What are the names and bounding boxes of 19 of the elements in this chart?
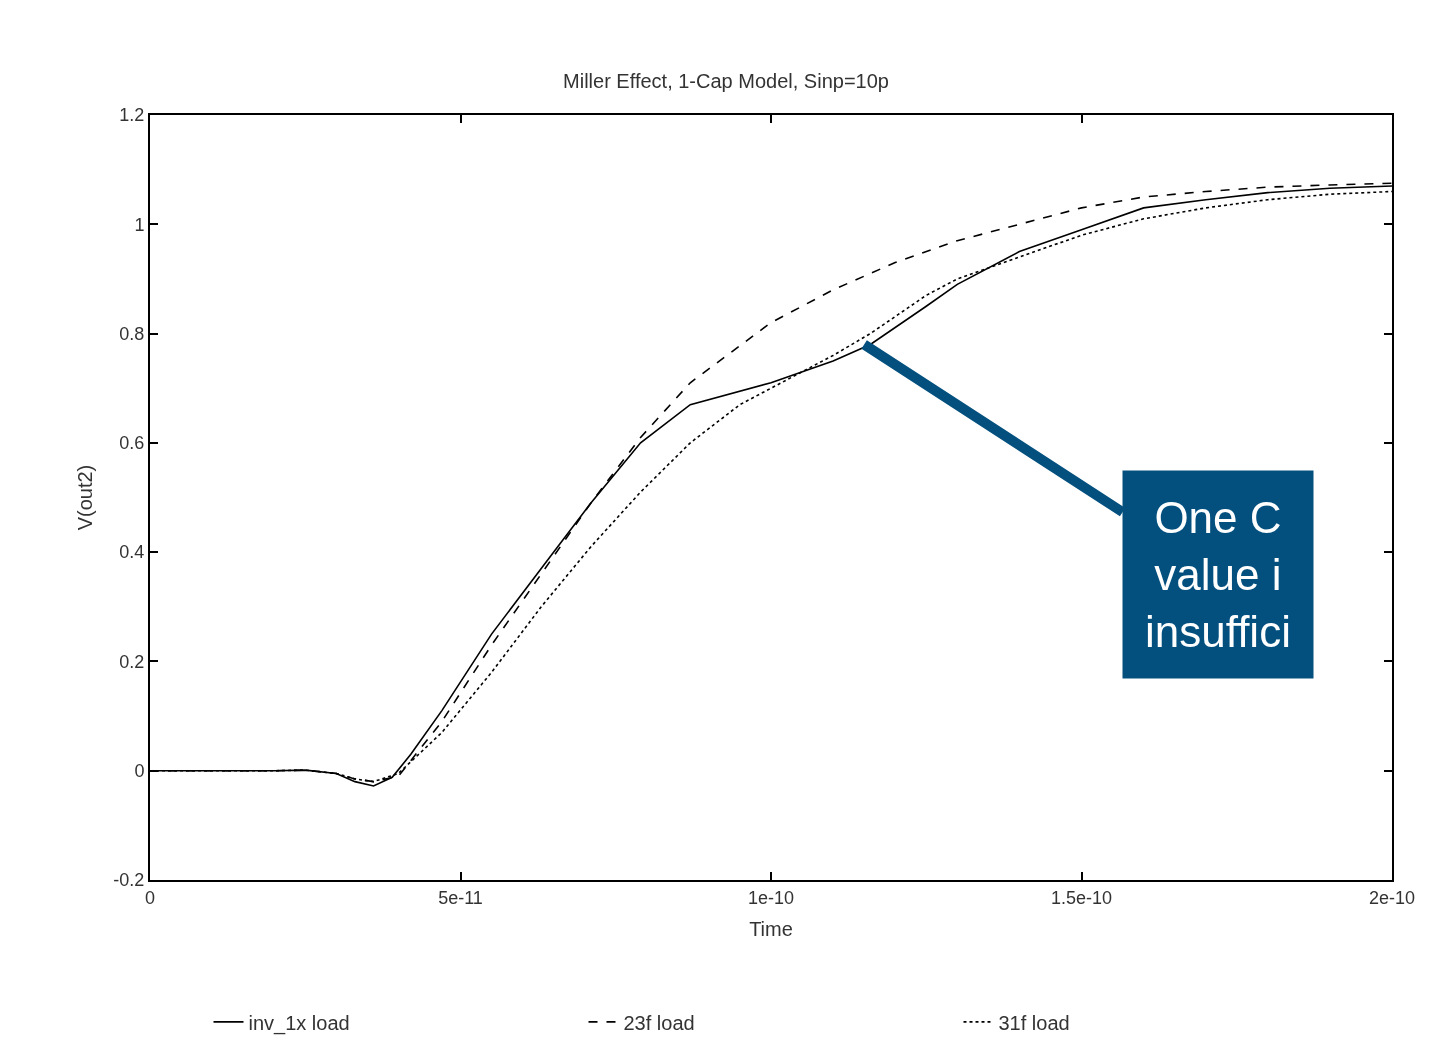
legend-label: inv_1x load [248,1011,350,1035]
x-axis-title: Time [749,917,793,940]
y-tick-label: 0.6 [119,433,145,454]
y-tick-label: 1 [134,214,145,235]
chart-title: Miller Effect, 1-Cap Model, Sinp=10p [563,69,889,92]
x-tick-label: 1e-10 [747,887,795,908]
legend-label: 23f load [623,1011,695,1034]
y-tick-label: 1.2 [119,105,145,126]
legend-label: 31f load [998,1011,1070,1034]
x-tick-label: 5e-11 [438,887,483,908]
y-tick-label: 0 [134,761,145,782]
x-tick-label: 1.5e-10 [1050,887,1113,908]
y-axis-title: V(out2) [74,464,97,531]
y-tick-label: -0.2 [113,870,145,891]
x-tick-label: 2e-10 [1368,887,1416,908]
annotation: One C value i insuffici [1145,493,1291,657]
y-tick-label: 0.8 [119,323,145,344]
y-tick-label: 0.4 [119,542,145,563]
y-tick-label: 0.2 [119,651,145,672]
